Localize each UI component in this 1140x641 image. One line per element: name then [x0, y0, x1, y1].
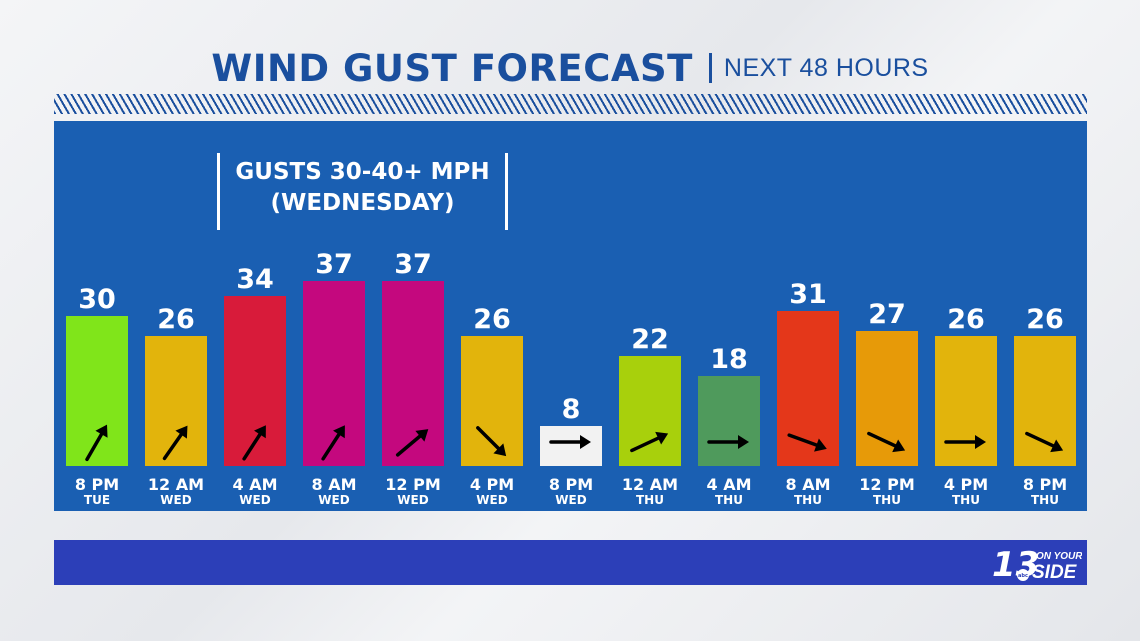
x-tick-time-2: 4 AM — [232, 475, 277, 494]
bar-1 — [145, 336, 207, 466]
bar-4 — [382, 281, 444, 466]
wind-arrow-head-icon-11 — [975, 435, 986, 449]
x-tick-time-9: 8 AM — [785, 475, 830, 494]
annotation-line-2: (WEDNESDAY) — [270, 190, 455, 216]
logo-line-2: SIDE — [1032, 562, 1078, 583]
bar-value-label-3: 37 — [315, 249, 353, 280]
x-tick-time-10: 12 PM — [859, 475, 914, 494]
x-tick-day-2: WED — [239, 493, 270, 507]
bar-value-label-6: 8 — [562, 394, 581, 425]
bar-6 — [540, 426, 602, 466]
x-tick-day-7: THU — [636, 493, 664, 507]
bar-11 — [935, 336, 997, 466]
bar-value-label-9: 31 — [789, 279, 827, 310]
header: WIND GUST FORECAST NEXT 48 HOURS — [0, 40, 1140, 96]
bar-value-label-8: 18 — [710, 344, 748, 375]
bar-5 — [461, 336, 523, 466]
wind-arrow-head-icon-7 — [655, 431, 669, 445]
x-tick-time-3: 8 AM — [311, 475, 356, 494]
x-tick-time-11: 4 PM — [944, 475, 988, 494]
wind-arrow-shaft-10 — [867, 431, 902, 450]
x-tick-time-0: 8 PM — [75, 475, 119, 494]
wind-arrow-shaft-1 — [162, 428, 186, 461]
page-subtitle: NEXT 48 HOURS — [723, 53, 929, 82]
x-tick-day-0: TUE — [84, 493, 110, 507]
x-tick-time-7: 12 AM — [622, 475, 678, 494]
wind-arrow-head-icon-5 — [493, 443, 507, 457]
bar-2 — [224, 296, 286, 466]
x-tick-day-4: WED — [397, 493, 428, 507]
bar-value-label-12: 26 — [1026, 304, 1064, 335]
bar-value-label-4: 37 — [394, 249, 432, 280]
x-tick-time-6: 8 PM — [549, 475, 593, 494]
x-tick-time-4: 12 PM — [385, 475, 440, 494]
wind-arrow-head-icon-10 — [892, 439, 906, 453]
bar-value-label-1: 26 — [157, 304, 195, 335]
wind-arrow-shaft-4 — [395, 431, 426, 457]
x-tick-day-5: WED — [476, 493, 507, 507]
wind-arrow-shaft-0 — [85, 428, 106, 462]
logo-network: abc — [1018, 573, 1028, 579]
wind-arrow-head-icon-4 — [415, 429, 429, 442]
station-logo: 13 abc ON YOUR SIDE — [992, 545, 1082, 583]
x-tick-day-3: WED — [318, 493, 349, 507]
wind-arrow-shaft-5 — [476, 426, 504, 454]
annotation-line-1: GUSTS 30-40+ MPH — [235, 159, 490, 185]
x-tick-time-5: 4 PM — [470, 475, 514, 494]
logo-number: 13 — [992, 545, 1039, 583]
x-tick-time-1: 12 AM — [148, 475, 204, 494]
bar-3 — [303, 281, 365, 466]
x-tick-day-8: THU — [715, 493, 743, 507]
bar-12 — [1014, 336, 1076, 466]
bar-value-label-11: 26 — [947, 304, 985, 335]
bar-value-label-0: 30 — [78, 284, 116, 315]
x-tick-time-12: 8 PM — [1023, 475, 1067, 494]
wind-arrow-head-icon-0 — [95, 424, 108, 438]
wind-arrow-shaft-9 — [787, 433, 823, 449]
wind-arrow-shaft-12 — [1025, 431, 1060, 450]
wind-arrow-head-icon-6 — [580, 435, 591, 449]
page-title: WIND GUST FORECAST — [211, 46, 693, 90]
bar-value-label-7: 22 — [631, 324, 669, 355]
x-tick-day-9: THU — [794, 493, 822, 507]
x-tick-day-12: THU — [1031, 493, 1059, 507]
logo-line-1: ON YOUR — [1036, 551, 1082, 562]
wind-arrow-head-icon-2 — [254, 425, 266, 439]
wind-arrow-head-icon-1 — [175, 425, 188, 439]
hatch-stripe-decoration — [54, 94, 1087, 114]
bottom-banner — [54, 540, 1087, 585]
wind-arrow-head-icon-3 — [333, 425, 345, 439]
title-divider — [708, 53, 712, 83]
x-tick-day-10: THU — [873, 493, 901, 507]
bar-value-label-10: 27 — [868, 299, 906, 330]
wind-arrow-head-icon-9 — [814, 438, 827, 452]
wind-arrow-head-icon-8 — [738, 435, 749, 449]
wind-arrow-head-icon-12 — [1050, 439, 1064, 453]
x-tick-time-8: 4 AM — [706, 475, 751, 494]
abc-logo-icon — [1017, 569, 1029, 581]
bar-7 — [619, 356, 681, 466]
wind-arrow-shaft-2 — [242, 428, 265, 461]
wind-arrow-shaft-3 — [321, 428, 344, 461]
x-tick-day-1: WED — [160, 493, 191, 507]
bar-10 — [856, 331, 918, 466]
x-tick-day-6: WED — [555, 493, 586, 507]
x-tick-day-11: THU — [952, 493, 980, 507]
wind-arrow-shaft-7 — [630, 434, 665, 453]
gust-annotation: GUSTS 30-40+ MPH (WEDNESDAY) — [217, 153, 508, 230]
bar-value-label-2: 34 — [236, 264, 274, 295]
bar-value-label-5: 26 — [473, 304, 511, 335]
bar-8 — [698, 376, 760, 466]
